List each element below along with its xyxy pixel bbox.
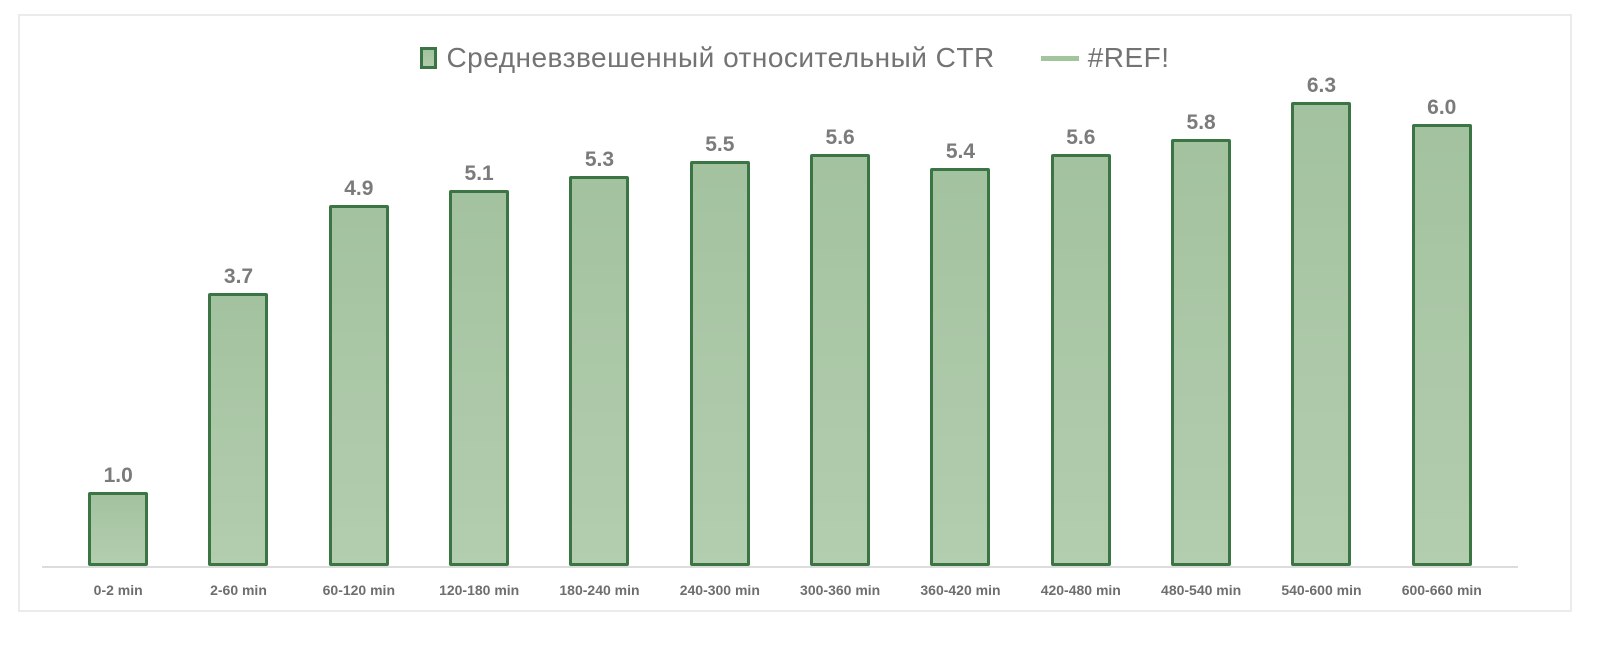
x-axis-label: 300-360 min bbox=[800, 582, 881, 598]
bar-group: 5.6 bbox=[780, 127, 900, 566]
x-axis-line bbox=[42, 566, 1518, 568]
x-axis-label: 2-60 min bbox=[210, 582, 267, 598]
x-axis-label: 480-540 min bbox=[1161, 582, 1242, 598]
bar-value-label: 3.7 bbox=[223, 265, 254, 288]
x-axis-label: 240-300 min bbox=[679, 582, 760, 598]
x-axis-label: 60-120 min bbox=[322, 582, 395, 598]
bar-group: 6.0 bbox=[1382, 97, 1502, 566]
bar-group: 5.3 bbox=[539, 149, 659, 566]
legend-square-marker-icon bbox=[420, 47, 438, 69]
bar-value-label: 5.5 bbox=[705, 133, 735, 156]
legend-item-ref: #REF! bbox=[1040, 42, 1170, 74]
x-axis-labels-row: 0-2 min 2-60 min 60-120 min 120-180 min 180-… bbox=[58, 568, 1502, 602]
bar bbox=[689, 161, 750, 566]
bar-group: 5.4 bbox=[900, 141, 1020, 566]
chart-frame: Средневзвешенный относительный CTR #REF!… bbox=[18, 14, 1572, 612]
bar-group: 5.1 bbox=[419, 163, 539, 566]
bar-value-label: 5.1 bbox=[464, 162, 494, 185]
bar-group: 1.0 bbox=[58, 465, 178, 566]
bar bbox=[1171, 139, 1232, 566]
chart-legend: Средневзвешенный относительный CTR #REF! bbox=[20, 42, 1570, 74]
bar bbox=[449, 190, 510, 566]
x-axis-label: 0-2 min bbox=[93, 582, 143, 598]
bar bbox=[1291, 102, 1352, 566]
plot-area: 1.0 3.7 4.9 5.1 5.3 5.5 5.6 5.4 5.6 5.8 6.3 6.0 0-2… bbox=[42, 74, 1518, 602]
x-axis-label: 180-240 min bbox=[559, 582, 640, 598]
bar-value-label: 5.4 bbox=[945, 140, 976, 163]
x-axis-label: 120-180 min bbox=[439, 582, 520, 598]
bar-value-label: 6.0 bbox=[1427, 96, 1457, 119]
bar-group: 6.3 bbox=[1261, 75, 1381, 566]
x-axis-label: 600-660 min bbox=[1401, 582, 1482, 598]
bars-row: 1.0 3.7 4.9 5.1 5.3 5.5 5.6 5.4 5.6 5.8 6.3 6.0 bbox=[58, 74, 1502, 566]
x-axis-label: 540-600 min bbox=[1281, 582, 1362, 598]
bar bbox=[1050, 154, 1111, 566]
legend-line-marker-icon bbox=[1040, 55, 1079, 61]
bar-value-label: 5.6 bbox=[1066, 126, 1096, 149]
bar-value-label: 5.3 bbox=[584, 148, 615, 171]
bar bbox=[569, 176, 630, 566]
bar-group: 5.6 bbox=[1021, 127, 1141, 566]
bar bbox=[1411, 124, 1472, 566]
x-axis-label: 420-480 min bbox=[1040, 582, 1121, 598]
bar-group: 5.5 bbox=[660, 134, 780, 566]
bar-group: 3.7 bbox=[178, 266, 298, 566]
legend-label-ref: #REF! bbox=[1087, 42, 1170, 73]
bar bbox=[88, 492, 149, 566]
bar-group: 4.9 bbox=[299, 178, 419, 566]
bar-value-label: 4.9 bbox=[344, 177, 374, 200]
bar-value-label: 1.0 bbox=[103, 464, 133, 487]
bar bbox=[930, 168, 991, 566]
bar-value-label: 5.6 bbox=[825, 126, 855, 149]
bar bbox=[328, 205, 389, 566]
bar-value-label: 5.8 bbox=[1186, 111, 1216, 134]
bar-group: 5.8 bbox=[1141, 112, 1261, 566]
bar-value-label: 6.3 bbox=[1306, 74, 1337, 97]
x-axis-label: 360-420 min bbox=[920, 582, 1001, 598]
bar bbox=[810, 154, 871, 566]
legend-label-ctr: Средневзвешенный относительный CTR bbox=[446, 42, 995, 73]
bar bbox=[208, 293, 269, 566]
legend-item-ctr: Средневзвешенный относительный CTR bbox=[420, 42, 994, 74]
